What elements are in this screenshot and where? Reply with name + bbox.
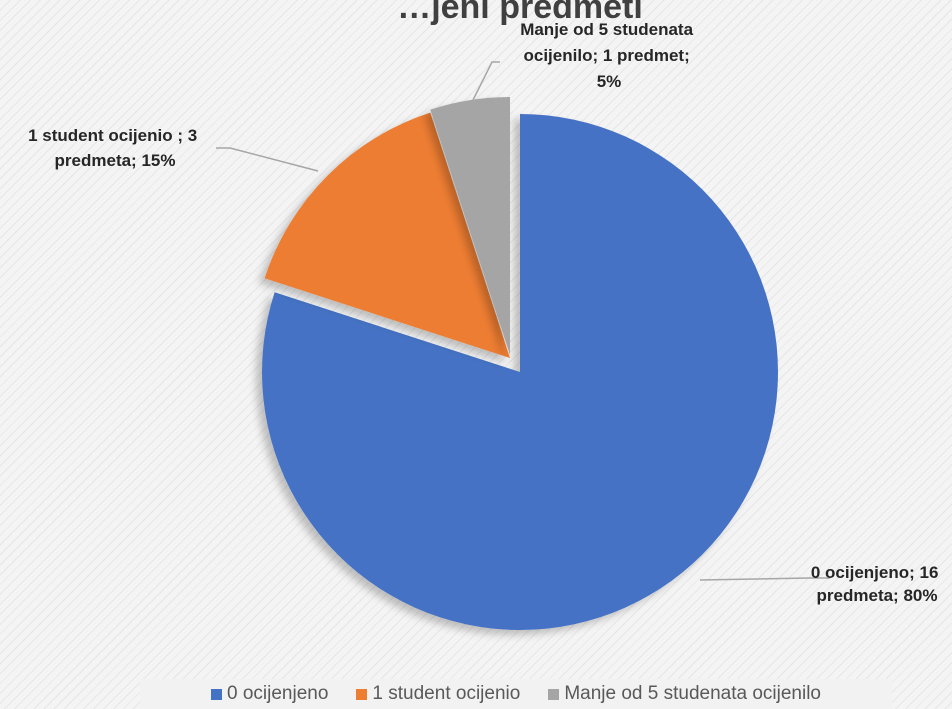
pie-slice-0-ocijenjeno [262,114,779,630]
legend-swatch-gray [548,688,560,700]
leader-line-0-ocijenjeno [699,577,830,581]
legend-label: 0 ocijenjeno [227,683,329,704]
legend-swatch-blue [211,688,222,700]
pie-slices [262,97,779,630]
legend-label: Manje od 5 studenata ocijenilo [564,683,821,704]
chart-legend: 0 ocijenjeno 1 student ocijenio Manje od… [140,679,892,709]
pie-slice-manje-od-5 [430,97,510,355]
pie-slice-1-student-ocijenio [264,112,510,359]
legend-item-1-student-ocijenio: 1 student ocijenio [356,683,520,705]
legend-item-0-ocijenjeno: 0 ocijenjeno [211,683,328,705]
leader-line-1-student [216,147,319,172]
leader-line-manje-od-5 [472,61,500,101]
label-leader-lines [216,61,830,581]
legend-item-manje-od-5: Manje od 5 studenata ocijenilo [548,683,821,705]
legend-label: 1 student ocijenio [372,683,521,704]
legend-swatch-orange [356,688,368,700]
data-label-0-ocijenjeno: 0 ocijenjeno; 16 predmeta; 80% [811,563,943,605]
data-label-1-student-ocijenio: 1 student ocijenio ; 3 predmeta; 15% [28,126,202,170]
chart-title: …jeni predmeti [397,0,643,26]
data-label-manje-od-5: Manje od 5 studenata ocijenilo; 1 predme… [520,20,698,91]
